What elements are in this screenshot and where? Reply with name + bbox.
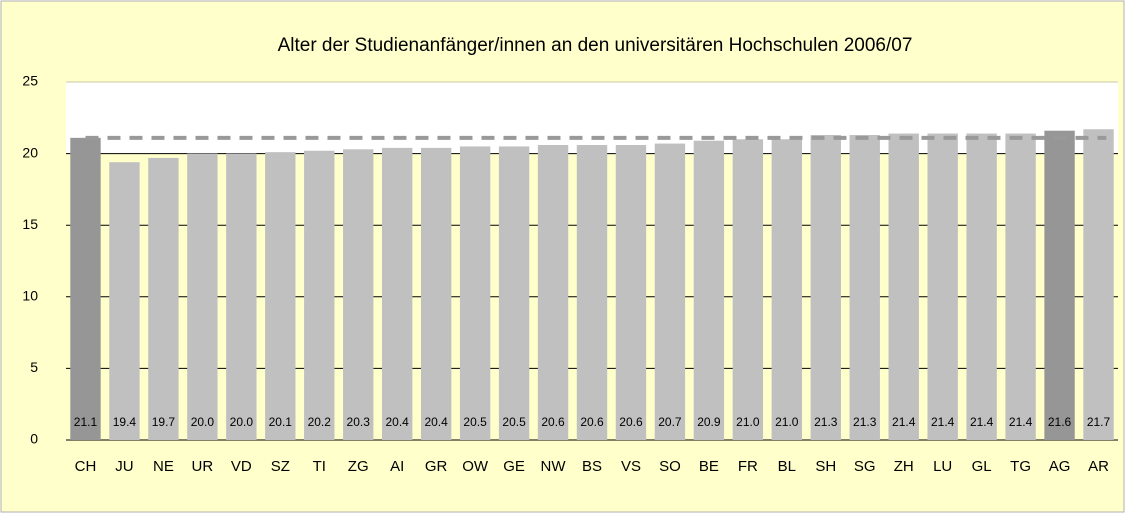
x-tick-label: FR <box>738 458 758 475</box>
value-label: 21.6 <box>1048 415 1072 429</box>
x-tick-label: NW <box>541 458 567 475</box>
value-label: 20.5 <box>502 415 526 429</box>
x-tick-label: VD <box>231 458 252 475</box>
bar <box>771 139 803 440</box>
chart-title: Alter der Studienanfänger/innen an den u… <box>278 35 913 56</box>
x-tick-label: TG <box>1010 458 1031 475</box>
value-label: 20.1 <box>269 415 293 429</box>
value-label: 20.9 <box>697 415 721 429</box>
value-label: 20.3 <box>347 415 371 429</box>
y-tick-label: 0 <box>30 431 38 447</box>
bar <box>187 153 218 440</box>
y-tick-label: 10 <box>22 288 38 304</box>
x-tick-label: OW <box>462 458 489 475</box>
value-label: 20.0 <box>230 415 254 429</box>
bar <box>226 153 257 440</box>
value-label: 21.4 <box>1009 415 1033 429</box>
bar <box>1005 133 1036 440</box>
bar <box>693 140 725 440</box>
value-label: 21.3 <box>853 415 877 429</box>
value-label: 21.0 <box>775 415 799 429</box>
value-label: 21.3 <box>814 415 838 429</box>
x-tick-label: ZG <box>348 458 369 475</box>
value-label: 21.4 <box>970 415 994 429</box>
x-tick-label: TI <box>313 458 326 475</box>
bar <box>109 162 140 440</box>
x-tick-label: BL <box>778 458 796 475</box>
bar <box>420 147 452 440</box>
x-tick-label: BE <box>699 458 719 475</box>
x-tick-label: LU <box>933 458 952 475</box>
bar <box>576 145 608 440</box>
x-tick-label: CH <box>75 458 97 475</box>
x-tick-label: JU <box>115 458 133 475</box>
x-tick-label: VS <box>621 458 641 475</box>
x-tick-label: ZH <box>894 458 914 475</box>
x-tick-label: UR <box>192 458 214 475</box>
x-tick-label: BS <box>582 458 602 475</box>
value-label: 20.6 <box>580 415 604 429</box>
bar <box>70 137 101 440</box>
x-tick-label: AI <box>390 458 404 475</box>
value-label: 20.6 <box>541 415 565 429</box>
value-label: 19.4 <box>113 415 137 429</box>
value-label: 21.4 <box>892 415 916 429</box>
x-tick-label: GE <box>503 458 525 475</box>
bar <box>148 157 179 440</box>
value-label: 21.1 <box>74 415 98 429</box>
bar <box>537 145 569 440</box>
bar <box>810 134 841 440</box>
value-label: 20.4 <box>386 415 410 429</box>
bar <box>304 150 335 440</box>
value-label: 21.0 <box>736 415 760 429</box>
bar <box>888 133 919 440</box>
value-label: 20.6 <box>619 415 643 429</box>
value-label: 21.4 <box>931 415 955 429</box>
bar <box>849 134 880 440</box>
bar <box>1083 129 1114 441</box>
x-tick-label: NE <box>153 458 174 475</box>
y-tick-label: 25 <box>22 73 38 89</box>
bar <box>732 139 764 440</box>
x-tick-label: AR <box>1088 458 1109 475</box>
value-label: 20.2 <box>308 415 332 429</box>
value-label: 20.0 <box>191 415 215 429</box>
value-label: 21.7 <box>1087 415 1111 429</box>
y-tick-label: 20 <box>22 144 38 160</box>
bar <box>498 146 530 440</box>
bar <box>265 152 296 440</box>
x-tick-label: SZ <box>271 458 290 475</box>
x-tick-label: SO <box>659 458 681 475</box>
bar <box>459 146 491 440</box>
bar <box>615 145 647 440</box>
y-tick-label: 5 <box>30 359 38 375</box>
value-label: 20.7 <box>658 415 682 429</box>
bar <box>1044 130 1075 441</box>
x-tick-label: SG <box>854 458 876 475</box>
bar <box>927 133 958 440</box>
y-tick-label: 15 <box>22 216 38 232</box>
value-label: 20.4 <box>424 415 448 429</box>
value-label: 20.5 <box>463 415 487 429</box>
plot-top-area <box>66 82 1118 154</box>
x-tick-label: SH <box>815 458 836 475</box>
bar <box>966 133 997 440</box>
value-label: 19.7 <box>152 415 176 429</box>
x-tick-label: GR <box>425 458 448 475</box>
bar <box>343 149 374 440</box>
bar <box>381 147 413 440</box>
x-tick-label: AG <box>1049 458 1071 475</box>
x-tick-label: GL <box>972 458 992 475</box>
bar <box>654 143 686 441</box>
